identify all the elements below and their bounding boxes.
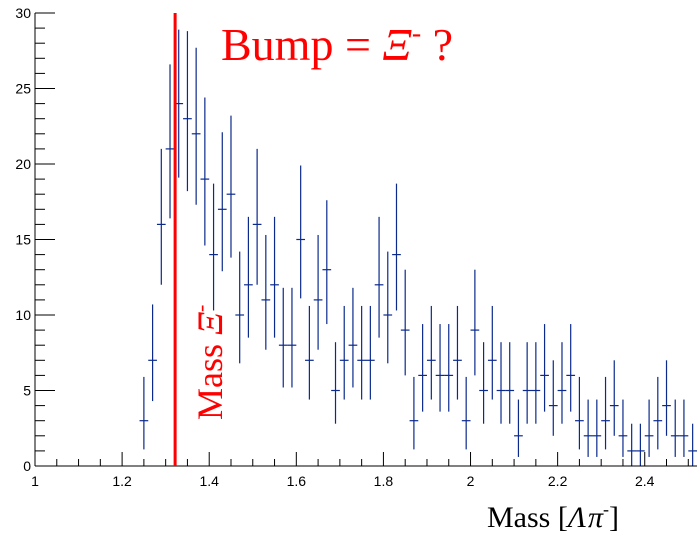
xlabel-main: Mass [ [487,501,568,534]
vline-label-main: Mass [190,335,230,420]
chart-title: Bump = Ξ- ? [221,18,453,70]
tick-labels: 1 1.2 1.4 1.6 1.8 2 2.2 2.4 0 5 10 15 20 25 30 [15,5,654,489]
title-sup: - [412,18,421,49]
xlabel-sup: - [603,499,609,519]
y-tick-label: 20 [15,156,31,172]
vline-label-xi: Ξ [190,312,230,335]
xlabel-pi: π [588,501,604,534]
y-tick-label: 15 [15,232,31,248]
title-q: ? [421,19,453,70]
data-layer [139,29,697,466]
x-tick-label: 1.2 [112,473,132,489]
title-main: Bump = [221,19,382,70]
vline-label-sup: - [188,305,213,312]
axis-ticks [34,12,689,467]
y-tick-label: 0 [23,458,31,474]
xi-mass-marker-label: Mass Ξ- [188,305,230,420]
x-tick-label: 1.8 [374,473,394,489]
axes-frame [34,13,697,467]
xlabel-close: ] [609,501,619,534]
title-xi: Ξ [382,19,412,70]
x-tick-label: 2.4 [635,473,655,489]
y-tick-label: 10 [15,307,31,323]
x-tick-label: 1 [31,473,39,489]
y-tick-label: 30 [15,5,31,21]
x-tick-label: 1.6 [287,473,307,489]
x-tick-label: 2 [467,473,475,489]
x-tick-label: 1.4 [199,473,219,489]
y-tick-label: 5 [23,383,31,399]
x-tick-label: 2.2 [548,473,568,489]
y-tick-label: 25 [15,81,31,97]
xlabel-lambda: Λ [565,501,586,534]
x-axis-title: Mass [Λπ-] [487,499,619,534]
